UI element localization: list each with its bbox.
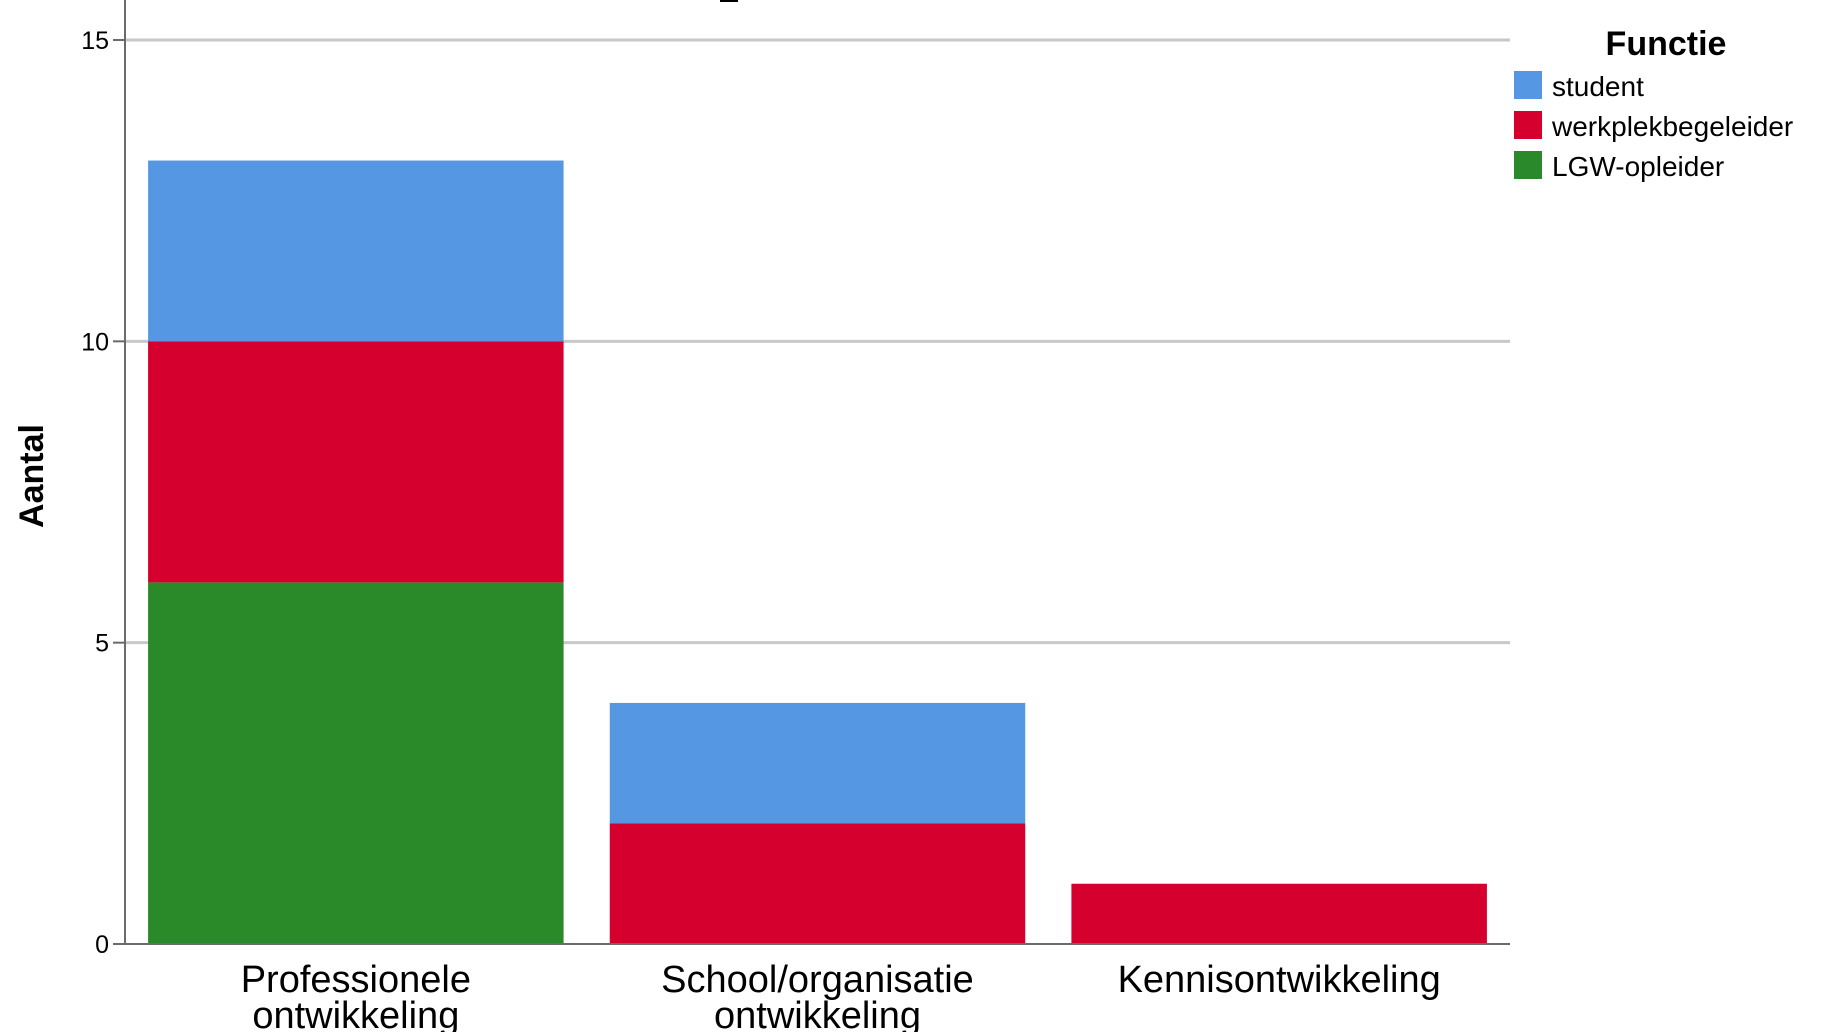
legend-label: student xyxy=(1552,71,1644,102)
legend: Functie student werkplekbegeleider LGW-opl… xyxy=(1514,25,1793,182)
y-ticks: 0 5 10 15 xyxy=(81,27,125,959)
bar-segment-werkplekbegeleider xyxy=(148,341,564,583)
legend-label: werkplekbegeleider xyxy=(1551,111,1793,142)
x-category-label: ontwikkeling xyxy=(252,995,459,1032)
x-category-label: Kennisontwikkeling xyxy=(1118,959,1441,1001)
x-category-labels: ProfessioneleontwikkelingSchool/organisa… xyxy=(241,959,1441,1032)
axes xyxy=(124,0,1510,945)
bars xyxy=(148,160,1487,944)
y-axis-title: Aantal xyxy=(13,424,51,528)
legend-swatch xyxy=(1514,71,1542,99)
clipped-chart-title xyxy=(720,0,738,2)
bar-segment-werkplekbegeleider xyxy=(609,823,1026,944)
y-tick-label: 10 xyxy=(81,328,109,356)
legend-swatch xyxy=(1514,151,1542,179)
y-tick-label: 5 xyxy=(95,630,109,658)
y-tick-label: 15 xyxy=(81,27,109,55)
bar-segment-lgw-opleider xyxy=(148,582,564,944)
bar-segment-werkplekbegeleider xyxy=(1071,883,1487,944)
bar-segment-student xyxy=(609,702,1026,824)
y-tick-label: 0 xyxy=(95,931,109,959)
legend-label: LGW-opleider xyxy=(1552,151,1724,182)
bar-segment-student xyxy=(148,160,564,342)
x-category-label: ontwikkeling xyxy=(714,995,921,1032)
legend-title: Functie xyxy=(1606,25,1727,63)
x-category-label: Professionele xyxy=(241,959,471,1001)
x-category-label: School/organisatie xyxy=(661,959,974,1001)
legend-swatch xyxy=(1514,111,1542,139)
